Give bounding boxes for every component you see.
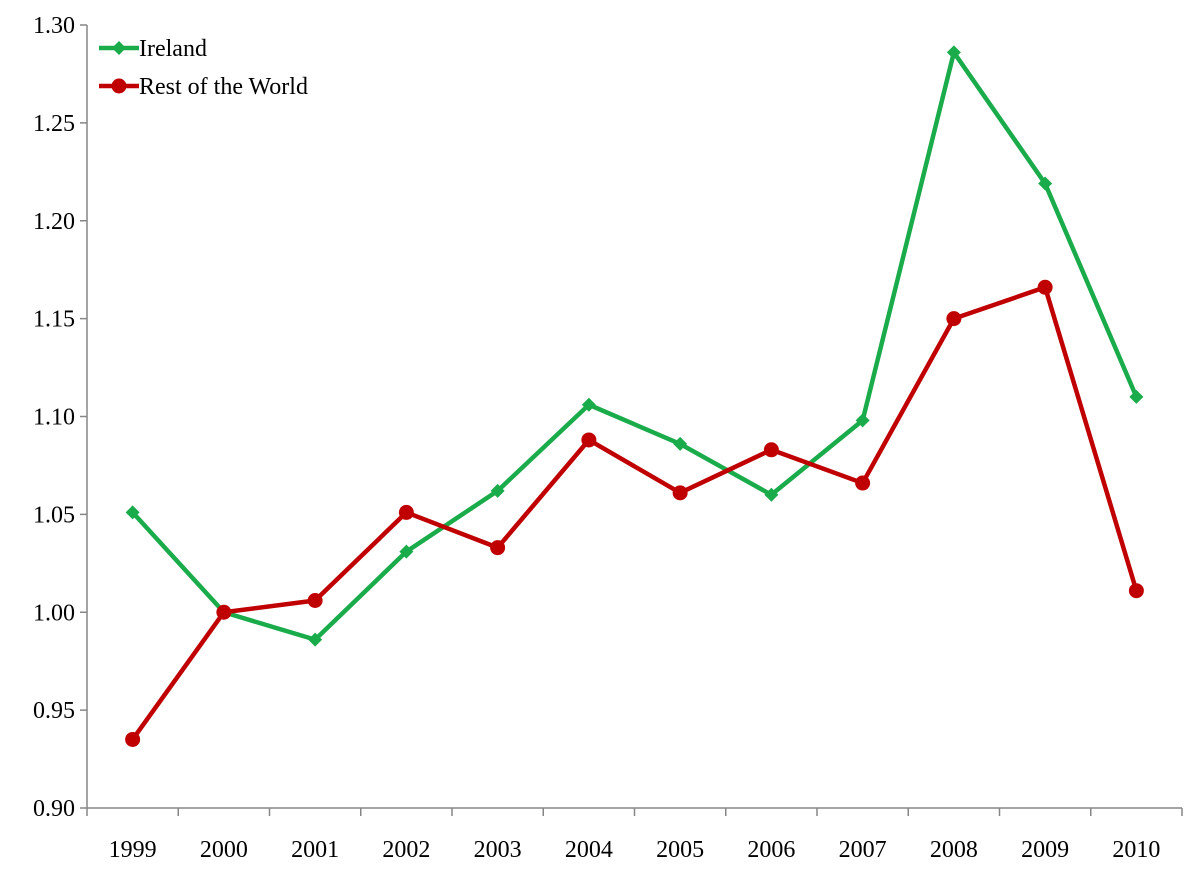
data-point bbox=[763, 442, 779, 458]
data-point bbox=[490, 540, 506, 556]
data-point bbox=[946, 311, 962, 327]
x-tick-label: 2007 bbox=[839, 837, 887, 863]
x-tick-label: 2004 bbox=[565, 837, 613, 863]
x-tick-label: 1999 bbox=[109, 837, 157, 863]
series-ireland bbox=[125, 45, 1144, 647]
legend-entry: Rest of the World bbox=[99, 74, 308, 100]
data-point bbox=[1038, 176, 1053, 191]
data-point bbox=[855, 413, 870, 428]
axes: 0.90 0.95 1.00 1.05 1.10 1.15 1.20 1.25 1.30 1999… bbox=[33, 13, 1183, 863]
x-tick-label: 2006 bbox=[747, 837, 795, 863]
x-tick-label: 2010 bbox=[1112, 837, 1160, 863]
y-tick-label: 1.30 bbox=[33, 13, 75, 39]
x-tick-label: 2005 bbox=[656, 837, 704, 863]
data-point bbox=[399, 544, 414, 559]
data-point bbox=[855, 475, 871, 491]
y-tick-label: 1.05 bbox=[33, 502, 75, 528]
data-point bbox=[581, 397, 596, 412]
y-tick-label: 1.15 bbox=[33, 307, 75, 333]
x-tick-label: 2008 bbox=[930, 837, 978, 863]
data-point bbox=[581, 432, 597, 448]
y-tick-label: 1.00 bbox=[33, 600, 75, 626]
series-line bbox=[130, 285, 1139, 742]
data-point bbox=[764, 487, 779, 502]
series-rest-of-the-world bbox=[125, 279, 1144, 747]
series-line bbox=[130, 50, 1139, 642]
x-tick-label: 2009 bbox=[1021, 837, 1069, 863]
data-point bbox=[216, 604, 232, 620]
data-point bbox=[125, 505, 140, 520]
y-tick-label: 1.10 bbox=[33, 405, 75, 431]
y-tick-label: 1.25 bbox=[33, 111, 75, 137]
data-point bbox=[673, 436, 688, 451]
data-point bbox=[490, 483, 505, 498]
x-tick-label: 2003 bbox=[474, 837, 522, 863]
y-tick-label: 1.20 bbox=[33, 209, 75, 235]
legend-entry: Ireland bbox=[99, 36, 207, 62]
data-point bbox=[1128, 583, 1144, 599]
data-point bbox=[307, 593, 323, 609]
y-tick-label: 0.95 bbox=[33, 698, 75, 724]
legend-label: Ireland bbox=[139, 36, 207, 62]
data-point bbox=[125, 731, 141, 747]
series-lines bbox=[125, 45, 1144, 747]
legend-swatch-marker bbox=[112, 41, 126, 55]
data-point bbox=[672, 485, 688, 501]
legend-swatch-marker bbox=[111, 78, 127, 94]
data-point bbox=[946, 45, 961, 60]
x-tick-label: 2000 bbox=[200, 837, 248, 863]
x-tick-label: 2002 bbox=[382, 837, 430, 863]
legend-label: Rest of the World bbox=[139, 74, 308, 100]
legend: Ireland Rest of the World bbox=[99, 36, 308, 100]
data-point bbox=[1037, 279, 1053, 295]
y-tick-label: 0.90 bbox=[33, 796, 75, 822]
data-point bbox=[308, 632, 323, 647]
data-point bbox=[1129, 389, 1144, 404]
x-tick-label: 2001 bbox=[291, 837, 339, 863]
data-point bbox=[398, 504, 414, 520]
